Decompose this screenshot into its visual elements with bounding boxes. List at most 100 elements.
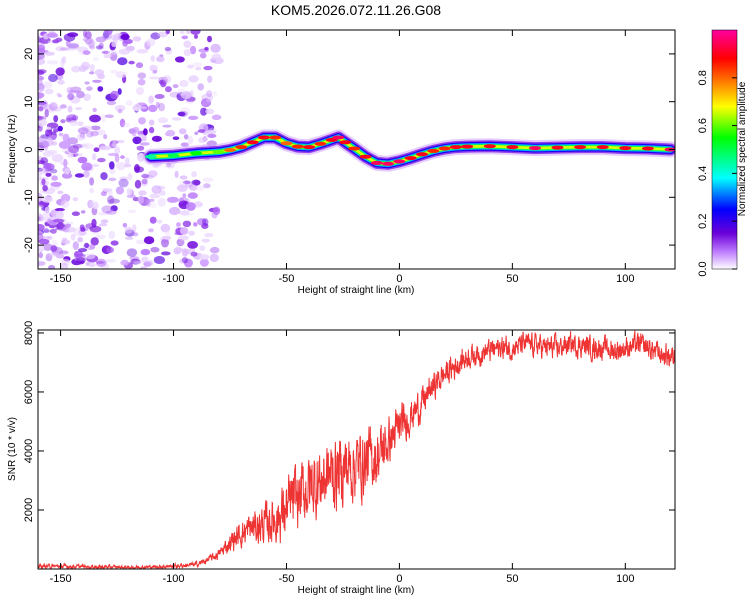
spectrogram-xtick-label: -150 xyxy=(50,273,72,285)
noise-blob xyxy=(190,251,198,257)
noise-blob xyxy=(38,118,47,127)
noise-blob xyxy=(127,172,133,181)
noise-blob xyxy=(207,75,213,83)
noise-blob xyxy=(156,56,165,63)
snr-xlabel: Height of straight line (km) xyxy=(298,585,415,596)
noise-blob xyxy=(117,108,123,114)
noise-blob xyxy=(211,114,222,121)
frequency-track-peak xyxy=(235,145,248,150)
noise-blob xyxy=(209,253,219,263)
noise-blob xyxy=(83,93,91,102)
noise-blob xyxy=(115,139,125,144)
frequency-track-peak xyxy=(393,159,406,164)
noise-blob xyxy=(156,219,163,224)
noise-blob xyxy=(100,114,106,123)
noise-blob xyxy=(179,175,188,180)
noise-blob xyxy=(62,221,74,226)
noise-blob xyxy=(193,201,203,208)
noise-blob xyxy=(141,173,150,179)
noise-blob xyxy=(183,134,189,140)
noise-blob xyxy=(148,228,154,233)
noise-blob xyxy=(48,73,58,83)
noise-blob xyxy=(47,134,57,140)
noise-blob xyxy=(38,115,43,121)
noise-blob xyxy=(132,136,142,145)
noise-blob xyxy=(205,98,213,103)
noise-blob xyxy=(147,259,154,266)
noise-blob xyxy=(187,192,198,199)
noise-blob xyxy=(103,53,112,59)
snr-xtick-label: -150 xyxy=(50,573,72,585)
spectrogram-xtick-label: 0 xyxy=(396,273,402,285)
noise-blob xyxy=(117,57,128,66)
colorbar-label: Normalized spectral amplitude xyxy=(737,81,748,216)
noise-blob xyxy=(38,94,43,100)
noise-blob xyxy=(97,46,105,50)
noise-blob xyxy=(82,50,91,55)
noise-blob xyxy=(130,258,141,265)
noise-blob xyxy=(38,83,45,92)
noise-blob xyxy=(38,83,46,90)
noise-blob xyxy=(67,137,79,145)
noise-blob xyxy=(104,259,117,263)
snr-xtick-label: -50 xyxy=(279,573,295,585)
noise-blob xyxy=(78,248,87,253)
noise-blob xyxy=(183,212,195,216)
noise-blob xyxy=(55,224,60,231)
noise-blob xyxy=(67,93,75,101)
noise-blob xyxy=(90,125,101,131)
noise-blob xyxy=(160,223,171,233)
noise-blob xyxy=(165,30,170,35)
noise-blob xyxy=(190,30,201,35)
noise-blob xyxy=(181,35,189,40)
noise-blob xyxy=(38,145,45,152)
noise-blob xyxy=(199,52,207,59)
noise-blob xyxy=(44,51,55,56)
frequency-track-peak xyxy=(224,148,236,152)
noise-blob xyxy=(61,172,73,179)
noise-blob xyxy=(209,246,220,254)
noise-blob xyxy=(38,244,45,253)
noise-blob xyxy=(81,162,93,171)
noise-blob xyxy=(95,234,106,240)
noise-blob xyxy=(153,256,165,264)
noise-blob xyxy=(207,133,217,138)
noise-blob xyxy=(88,262,96,268)
noise-blob xyxy=(38,229,45,235)
noise-blob xyxy=(155,101,160,109)
frequency-track-peak xyxy=(291,144,304,149)
noise-blob xyxy=(55,46,66,52)
colorbar-axes: 0.0 0.2 0.4 0.6 0.8 xyxy=(697,29,738,277)
noise-blob xyxy=(127,209,137,214)
noise-blob xyxy=(176,184,188,192)
snr-ytick-label: 2000 xyxy=(23,498,35,522)
noise-blob xyxy=(197,83,204,91)
frequency-track-peak xyxy=(529,146,541,151)
noise-blob xyxy=(204,232,214,238)
noise-blob xyxy=(89,114,101,123)
noise-blob xyxy=(60,47,71,51)
noise-blob xyxy=(55,67,65,76)
noise-blob xyxy=(103,134,108,140)
noise-blob xyxy=(92,57,100,61)
noise-blob xyxy=(100,191,107,197)
noise-blob xyxy=(132,232,139,237)
noise-blob xyxy=(165,86,172,93)
noise-blob xyxy=(104,114,114,118)
frequency-track-peak xyxy=(280,141,293,146)
noise-blob xyxy=(110,205,118,212)
noise-blob xyxy=(136,106,148,110)
noise-blob xyxy=(108,177,117,182)
noise-blob xyxy=(38,167,43,172)
spectrogram-ytick-label: 10 xyxy=(23,96,35,108)
noise-blob xyxy=(179,30,185,35)
noise-blob xyxy=(58,250,69,255)
noise-blob xyxy=(141,178,148,185)
noise-blob xyxy=(38,106,44,112)
noise-blob xyxy=(89,63,95,73)
noise-blob xyxy=(150,55,155,62)
noise-blob xyxy=(68,90,80,94)
noise-blob xyxy=(65,40,71,47)
noise-blob xyxy=(60,259,71,266)
noise-blob xyxy=(114,32,123,38)
